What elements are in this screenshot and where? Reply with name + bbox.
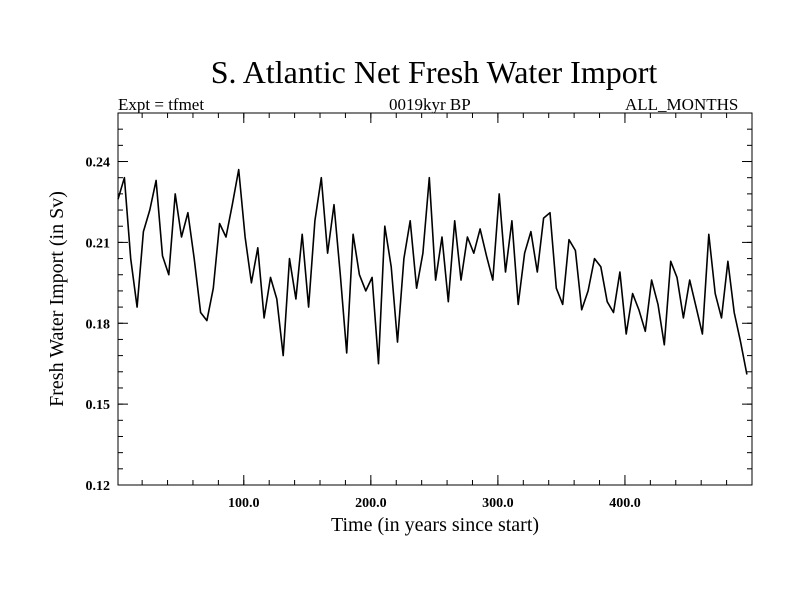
x-axis-title: Time (in years since start) — [331, 514, 539, 536]
series-line — [117, 168, 748, 375]
experiment-label: Expt = tfmet — [118, 95, 205, 114]
x-tick-label: 200.0 — [355, 496, 387, 511]
period-label: 0019kyr BP — [389, 95, 471, 114]
x-tick-label: 400.0 — [609, 496, 641, 511]
y-tick-label: 0.12 — [86, 479, 111, 494]
months-label: ALL_MONTHS — [625, 95, 739, 114]
x-tick-label: 100.0 — [228, 496, 260, 511]
x-tick-label: 300.0 — [482, 496, 514, 511]
axis-tick-labels: 100.0 200.0 300.0 400.0 0.12 0.15 0.18 0.21 0.24 — [86, 156, 641, 511]
y-tick-label: 0.15 — [86, 398, 111, 413]
axis-ticks — [118, 113, 752, 486]
chart-title: S. Atlantic Net Fresh Water Import — [210, 54, 658, 90]
plot-frame — [117, 112, 753, 486]
y-tick-label: 0.24 — [86, 156, 111, 171]
y-axis-title: Fresh Water Import (in Sv) — [46, 191, 68, 407]
y-tick-label: 0.21 — [86, 236, 111, 251]
y-tick-label: 0.18 — [86, 317, 111, 332]
